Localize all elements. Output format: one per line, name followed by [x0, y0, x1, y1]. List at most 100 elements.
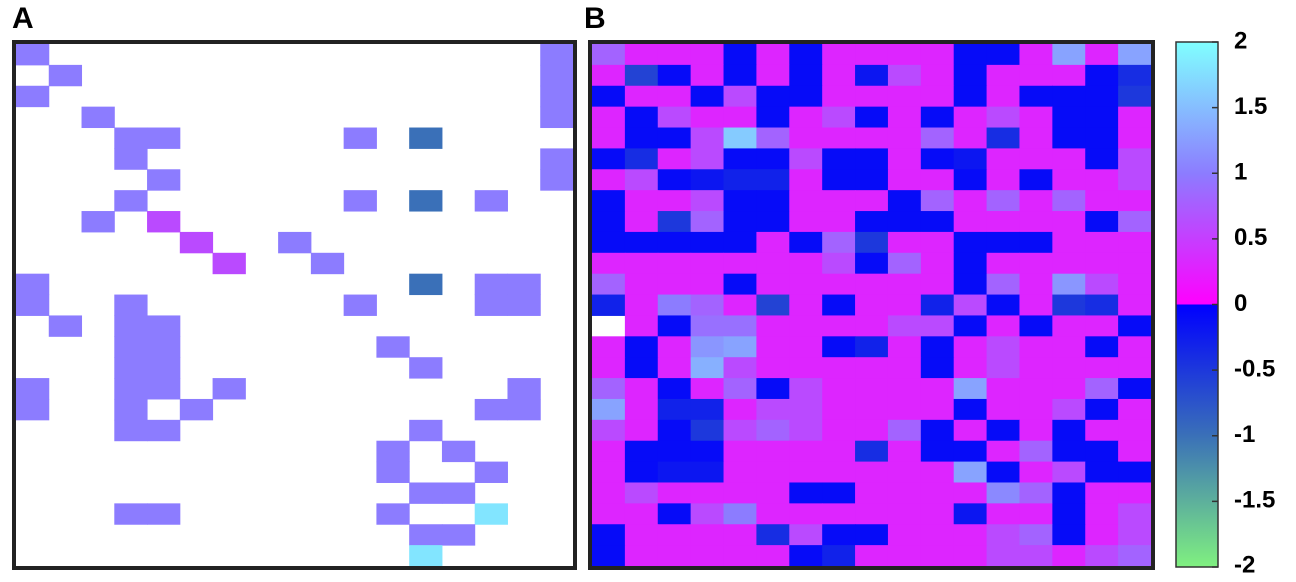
- heatmap-cell: [179, 231, 214, 254]
- heatmap-cell: [723, 169, 757, 191]
- heatmap-cell: [690, 252, 725, 275]
- heatmap-cell: [1118, 44, 1152, 66]
- heatmap-cell: [756, 419, 790, 442]
- heatmap-cell: [592, 482, 626, 504]
- heatmap-cell: [986, 169, 1020, 191]
- heatmap-cell: [953, 294, 988, 316]
- heatmap-cell: [723, 357, 757, 379]
- heatmap-cell: [822, 315, 856, 337]
- heatmap-cell: [624, 503, 659, 525]
- heatmap-cell: [409, 482, 443, 504]
- heatmap-cell: [592, 127, 626, 149]
- heatmap-cell: [756, 294, 790, 316]
- heatmap-cell: [1052, 378, 1086, 400]
- heatmap-cell: [1085, 231, 1119, 254]
- heatmap-cell: [920, 252, 955, 275]
- heatmap-cell: [1052, 357, 1086, 379]
- heatmap-cell: [1118, 106, 1152, 129]
- heatmap-cell: [986, 336, 1020, 358]
- heatmap-cell: [441, 482, 476, 504]
- heatmap-cell: [1085, 273, 1119, 296]
- heatmap-cell: [212, 252, 246, 275]
- heatmap-cell: [855, 127, 889, 149]
- heatmap-cell: [1085, 315, 1119, 337]
- heatmap-cell: [855, 482, 889, 504]
- heatmap-cell: [1052, 503, 1086, 525]
- heatmap-cell: [409, 419, 443, 442]
- heatmap-cell: [920, 461, 955, 483]
- heatmap-cell: [920, 294, 955, 316]
- heatmap-cell: [756, 44, 790, 66]
- heatmap-cell: [855, 524, 889, 546]
- heatmap-cell: [147, 169, 181, 191]
- heatmap-cell: [920, 106, 955, 129]
- heatmap-cell: [657, 419, 692, 442]
- heatmap-cell: [592, 106, 626, 129]
- heatmap-cell: [474, 461, 508, 483]
- heatmap-cell: [1019, 503, 1053, 525]
- heatmap-cell: [474, 294, 508, 316]
- heatmap-cell: [278, 231, 312, 254]
- heatmap-cell: [1019, 64, 1053, 87]
- heatmap-cell: [855, 294, 889, 316]
- colorbar-tick-label: -1.5: [1234, 487, 1275, 514]
- heatmap-cell: [1019, 336, 1053, 358]
- heatmap-cell: [855, 44, 889, 66]
- heatmap-cell: [953, 357, 988, 379]
- heatmap-cell: [624, 440, 659, 463]
- heatmap-cell: [920, 482, 955, 504]
- heatmap-cell: [986, 190, 1020, 212]
- heatmap-cell: [953, 64, 988, 87]
- heatmap-cell: [723, 398, 757, 421]
- heatmap-cell: [953, 231, 988, 254]
- heatmap-cell: [690, 315, 725, 337]
- heatmap-cell: [657, 148, 692, 170]
- heatmap-cell: [822, 440, 856, 463]
- heatmap-cell: [920, 545, 955, 567]
- heatmap-cell: [887, 524, 922, 546]
- heatmap-cell: [855, 545, 889, 567]
- heatmap-cell: [855, 503, 889, 525]
- heatmap-cell: [657, 482, 692, 504]
- heatmap-cell: [1085, 294, 1119, 316]
- heatmap-cell: [1019, 252, 1053, 275]
- heatmap-cell: [723, 44, 757, 66]
- heatmap-cell: [624, 106, 659, 129]
- heatmap-cell: [1019, 440, 1053, 463]
- heatmap-cell: [1085, 190, 1119, 212]
- heatmap-cell: [1052, 273, 1086, 296]
- heatmap-cell: [657, 44, 692, 66]
- heatmap-cell: [16, 273, 50, 296]
- heatmap-cell: [376, 440, 410, 463]
- heatmap-cell: [1118, 294, 1152, 316]
- heatmap-cell: [986, 211, 1020, 233]
- heatmap-cell: [953, 273, 988, 296]
- heatmap-cell: [592, 357, 626, 379]
- heatmap-cell: [81, 211, 115, 233]
- heatmap-cell: [756, 315, 790, 337]
- heatmap-cell: [1019, 378, 1053, 400]
- heatmap-cell: [657, 85, 692, 108]
- heatmap-cell: [953, 315, 988, 337]
- heatmap-cell: [376, 503, 410, 525]
- heatmap-cell: [986, 294, 1020, 316]
- heatmap-cell: [1052, 211, 1086, 233]
- heatmap-cell: [48, 64, 83, 87]
- heatmap-cell: [592, 252, 626, 275]
- heatmap-cell: [1118, 148, 1152, 170]
- heatmap-cell: [887, 231, 922, 254]
- heatmap-cell: [887, 85, 922, 108]
- heatmap-cell: [1019, 482, 1053, 504]
- heatmap-cell: [592, 419, 626, 442]
- heatmap-cell: [723, 190, 757, 212]
- heatmap-cell: [887, 252, 922, 275]
- heatmap-cell: [723, 378, 757, 400]
- heatmap-cell: [657, 64, 692, 87]
- heatmap-cell: [855, 440, 889, 463]
- heatmap-cell: [1019, 398, 1053, 421]
- heatmap-cell: [690, 482, 725, 504]
- heatmap-cell: [920, 190, 955, 212]
- heatmap-cell: [723, 315, 757, 337]
- heatmap-cell: [690, 524, 725, 546]
